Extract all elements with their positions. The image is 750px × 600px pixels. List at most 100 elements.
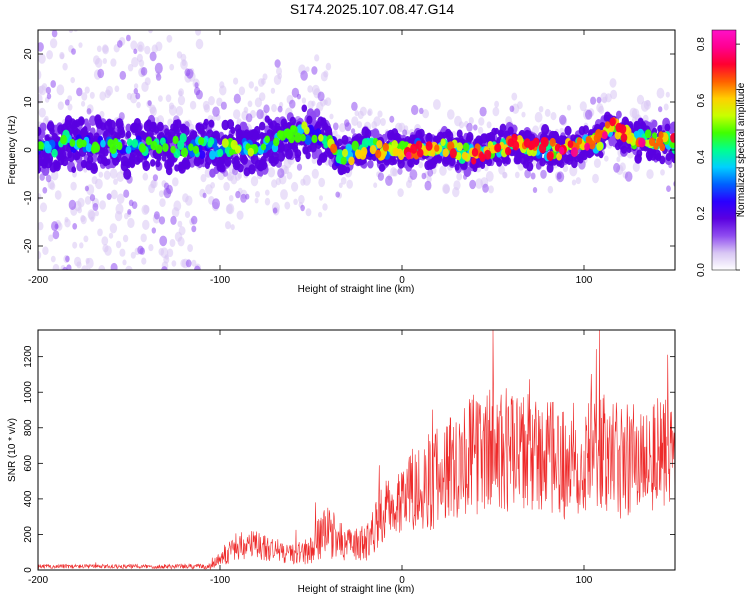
spectral-cell (198, 13, 202, 19)
spectral-cell (456, 142, 464, 152)
spectral-cell (640, 121, 646, 129)
spectral-cell (258, 78, 265, 87)
snr-frame (37, 329, 676, 571)
spectral-cell (307, 85, 313, 93)
spectral-cell (96, 45, 102, 53)
spectral-cell (602, 131, 608, 140)
spectral-cell (502, 171, 507, 179)
spectral-cell (178, 226, 186, 236)
spectral-cell (60, 53, 65, 60)
spectral-cell (191, 259, 197, 267)
spectral-cell (38, 42, 44, 52)
spectral-cell (161, 154, 167, 162)
spectral-cell (564, 125, 572, 136)
spectral-cell (558, 146, 565, 155)
spectral-cell (84, 196, 92, 205)
spectral-cell (652, 132, 658, 140)
spectral-cell (58, 5, 65, 14)
spectral-cell (49, 38, 58, 49)
spectral-cell (146, 22, 150, 28)
spectral-cell (153, 211, 160, 220)
spectral-cell (482, 183, 489, 193)
spectral-cell (532, 187, 538, 193)
spectral-cell (83, 235, 89, 243)
spectral-cell (596, 96, 602, 104)
spectral-cell (38, 165, 42, 174)
spectral-cell (150, 140, 158, 151)
spectral-cell (644, 129, 652, 139)
spectral-cell (177, 220, 183, 228)
snr-x-axis: -200 -100 0 100 (28, 330, 593, 586)
spectral-cell (139, 143, 146, 153)
y-tick-label: 1200 (23, 345, 34, 368)
spectral-cell (624, 171, 633, 182)
spectral-cell (252, 131, 259, 141)
spectral-cell (626, 146, 632, 153)
spectral-cell (38, 53, 46, 64)
spectral-cell (656, 87, 665, 99)
spectral-cell (340, 156, 347, 165)
spectral-cell (335, 191, 341, 198)
spectral-cell (125, 265, 133, 270)
spectral-cell (106, 193, 112, 201)
y-tick-label: 200 (23, 526, 34, 543)
spectral-cell (57, 101, 64, 110)
spectral-cell (180, 147, 189, 158)
spectral-cell (38, 221, 44, 231)
spectral-cell (123, 168, 132, 180)
spectral-cell (354, 110, 359, 117)
spectral-cell (71, 166, 77, 173)
spectral-cell (200, 174, 207, 183)
spectral-cell (133, 88, 138, 95)
y-tick-label: 600 (23, 455, 34, 472)
spectral-cell (351, 101, 358, 111)
spectral-cell (46, 93, 52, 100)
spectral-cell (138, 44, 143, 52)
spectral-cell (172, 177, 179, 187)
spectral-cell (258, 169, 264, 177)
spectral-cell (549, 137, 556, 147)
spectral-cell (570, 147, 579, 158)
y-tick-label: 10 (23, 96, 34, 108)
spectral-cell (441, 131, 447, 139)
spectral-cell (102, 158, 109, 167)
spectral-cell (424, 180, 432, 191)
spectral-cell (478, 151, 484, 159)
spectral-cell (110, 58, 117, 67)
spectral-cell (351, 140, 359, 151)
spectral-cell (615, 122, 623, 133)
spectral-cell (544, 108, 551, 117)
spectral-cell (131, 57, 139, 68)
spectral-cell (166, 152, 172, 160)
spectral-cell (302, 174, 311, 186)
spectral-cell (447, 109, 455, 120)
spectral-cell (66, 264, 72, 270)
spectral-cell (220, 101, 227, 110)
spectral-cell (651, 119, 658, 128)
spectral-cell (109, 223, 118, 234)
spectral-cell (563, 154, 570, 164)
spectral-cell (137, 245, 144, 255)
spectral-cell (102, 44, 109, 53)
spectral-cell (114, 85, 120, 93)
spectral-cell (477, 126, 484, 134)
spectral-cell (529, 140, 536, 150)
spectral-cell (50, 255, 56, 263)
spectral-cell (171, 207, 180, 218)
spectral-cell (466, 122, 473, 132)
spectral-cell (75, 2, 82, 12)
spectral-cell (419, 107, 424, 115)
spectral-cell (108, 232, 114, 239)
spectral-cell (47, 21, 51, 27)
spectral-cell (250, 176, 259, 187)
spectral-cell (559, 114, 567, 125)
spectral-cell (409, 169, 418, 181)
spectral-cell (100, 122, 106, 131)
x-tick-label: -100 (210, 275, 230, 286)
spectral-cell (143, 120, 152, 132)
spectral-cell (485, 157, 493, 167)
spectral-cell (273, 137, 280, 147)
spectral-cell (60, 10, 66, 18)
snr-y-axis: 0 200 400 600 800 1000 1200 (23, 345, 675, 573)
spectral-cell (598, 105, 605, 114)
